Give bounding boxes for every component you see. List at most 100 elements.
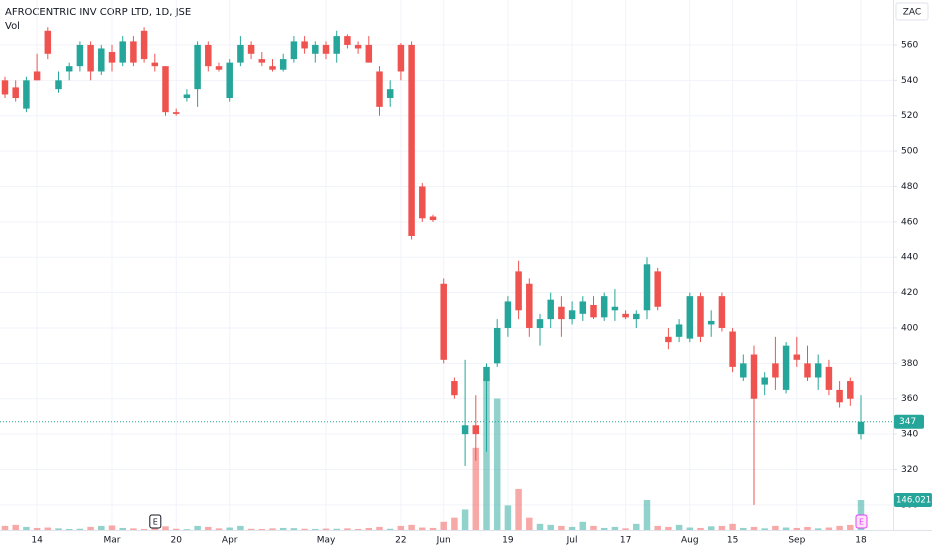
currency-box[interactable] — [895, 2, 929, 21]
volume-bar — [600, 527, 608, 530]
candle-body — [429, 216, 437, 221]
candle-body — [654, 271, 661, 307]
candle-body — [33, 71, 41, 81]
volume-bar — [847, 524, 854, 530]
volume-tag — [894, 493, 932, 508]
x-tick-label: 15 — [727, 536, 738, 546]
volume-bar — [633, 523, 640, 530]
candle-body — [461, 425, 469, 435]
y-tick-label: 500 — [901, 147, 918, 157]
candle-body — [312, 44, 319, 54]
earnings-marker[interactable] — [855, 514, 868, 529]
volume-bar — [386, 528, 394, 530]
candle-body — [675, 324, 683, 337]
volume-bar — [1, 525, 9, 530]
candle-body — [130, 41, 137, 63]
candle-body — [172, 112, 180, 114]
x-tick-label: 19 — [502, 536, 514, 546]
volume-bar — [622, 528, 629, 530]
earnings-marker[interactable] — [149, 514, 162, 529]
volume-bar — [151, 527, 159, 530]
y-tick-label: 460 — [901, 217, 918, 227]
candle-body — [365, 44, 373, 63]
candle-body — [772, 363, 779, 378]
y-tick-label: 320 — [901, 465, 918, 475]
volume-bar — [740, 527, 747, 530]
volume-bar — [836, 525, 843, 530]
volume-bar — [87, 526, 94, 530]
volume-bar — [493, 398, 501, 530]
x-tick-label: 18 — [855, 536, 867, 546]
candle-body — [718, 296, 726, 328]
volume-bar — [376, 526, 383, 530]
volume-bar — [483, 377, 490, 530]
volume-bar — [205, 526, 212, 530]
candle-body — [376, 71, 383, 107]
volume-bar — [183, 529, 191, 530]
volume-bar — [440, 521, 447, 530]
candle-body — [322, 44, 330, 54]
candle-body — [526, 283, 533, 328]
volume-bar — [44, 527, 52, 530]
volume-bar — [804, 526, 811, 530]
candle-body — [515, 271, 522, 311]
candle-body — [1, 80, 9, 95]
y-tick-label: 540 — [901, 76, 918, 86]
chart-title: AFROCENTRIC INV CORP LTD, 1D, JSE — [5, 7, 191, 18]
volume-bar — [247, 528, 255, 530]
candle-body — [761, 377, 768, 385]
candle-body — [226, 62, 233, 99]
volume-bar — [718, 525, 726, 530]
y-tick-label: 520 — [901, 111, 918, 121]
x-tick-label: Apr — [222, 536, 238, 546]
volume-bar — [258, 528, 266, 530]
candle-body — [665, 336, 672, 343]
volume-bar — [322, 528, 330, 530]
volume-title: Vol — [5, 21, 20, 32]
candles — [1, 27, 865, 505]
volume-label: 146.021K — [896, 496, 932, 506]
volume-bar — [55, 528, 62, 530]
volume-bar — [761, 528, 768, 530]
volume-bar — [707, 526, 715, 530]
candle-body — [258, 59, 266, 63]
y-tick-label: 340 — [901, 430, 918, 440]
x-tick-label: 14 — [31, 536, 43, 546]
volume-bar — [750, 526, 758, 530]
candle-body — [558, 306, 565, 320]
volume-bar — [782, 527, 790, 530]
volume-bar — [301, 528, 308, 530]
candle-body — [579, 301, 587, 314]
volume-bar — [130, 528, 137, 530]
y-tick-label: 480 — [901, 182, 918, 192]
y-tick-label: 560 — [901, 40, 918, 50]
candle-body — [729, 331, 736, 367]
candle-body — [215, 66, 223, 70]
volume-bar — [472, 447, 480, 530]
volume-bar — [579, 521, 587, 530]
volume-bar — [665, 526, 672, 530]
candle-body — [472, 425, 480, 435]
x-tick-label: Aug — [681, 536, 699, 546]
candle-body — [98, 48, 105, 72]
candle-body — [782, 345, 790, 390]
last-price-tag — [894, 414, 924, 429]
x-tick-label: 20 — [170, 536, 182, 546]
volume-bar — [397, 525, 405, 530]
candle-body — [451, 381, 458, 396]
x-tick-label: Jul — [566, 536, 578, 546]
candle-body — [23, 80, 30, 109]
candle-body — [408, 44, 415, 236]
volume-bar — [772, 525, 779, 530]
volume-bar — [590, 525, 597, 530]
candle-body — [643, 264, 651, 311]
candle-body — [183, 94, 191, 99]
volume-bar — [354, 528, 362, 530]
volume-bar — [290, 528, 298, 530]
candle-body — [119, 41, 126, 63]
candle-body — [825, 366, 833, 390]
candle-body — [847, 381, 854, 399]
earnings-label: E — [153, 518, 158, 527]
